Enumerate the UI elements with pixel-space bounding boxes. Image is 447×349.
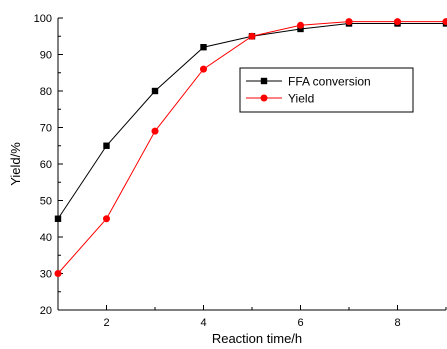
x-axis-title: Reaction time/h	[212, 331, 302, 346]
legend-marker-circle	[260, 94, 268, 102]
data-point-square	[151, 87, 159, 95]
data-point-circle	[200, 65, 207, 73]
x-tick-label: 4	[200, 317, 206, 329]
legend-label: FFA conversion	[288, 75, 371, 89]
data-point-circle	[442, 18, 447, 26]
series-yield	[54, 18, 447, 277]
y-tick-label: 50	[40, 196, 52, 208]
x-tick-label: 6	[297, 317, 303, 329]
y-tick-label: 60	[40, 159, 52, 171]
data-point-circle	[54, 270, 62, 277]
y-axis-title: Yield/%	[8, 142, 23, 186]
data-point-square	[200, 44, 207, 51]
data-point-square	[103, 142, 110, 149]
legend-box	[239, 67, 414, 113]
y-tick-label: 30	[40, 269, 52, 281]
legend: FFA conversion Yield	[239, 67, 414, 113]
y-tick-label: 90	[40, 50, 52, 62]
data-point-circle	[345, 18, 353, 26]
y-tick-label: 70	[40, 123, 52, 135]
y-tick-label: 80	[40, 86, 52, 98]
y-tick-label: 20	[40, 305, 52, 317]
data-point-circle	[151, 127, 159, 135]
series-ffa-conversion	[54, 20, 447, 222]
x-tick-label: 2	[103, 317, 109, 329]
legend-label: Yield	[288, 92, 314, 106]
data-point-circle	[394, 18, 401, 26]
data-point-square	[297, 25, 304, 33]
series-layer	[54, 18, 447, 277]
data-point-square	[54, 215, 62, 222]
y-tick-label: 100	[34, 13, 52, 25]
data-point-circle	[103, 215, 110, 223]
x-tick-label: 8	[394, 317, 400, 329]
y-tick-label: 40	[40, 232, 52, 244]
legend-marker-square	[260, 77, 268, 85]
series-line	[57, 21, 446, 274]
data-point-circle	[248, 32, 256, 40]
axes: 20 30 40 50 60 70 80 90 100 2 4 6 8 Reaction time/h Yi…	[8, 13, 447, 346]
series-line	[57, 22, 446, 220]
data-point-circle	[297, 21, 304, 29]
